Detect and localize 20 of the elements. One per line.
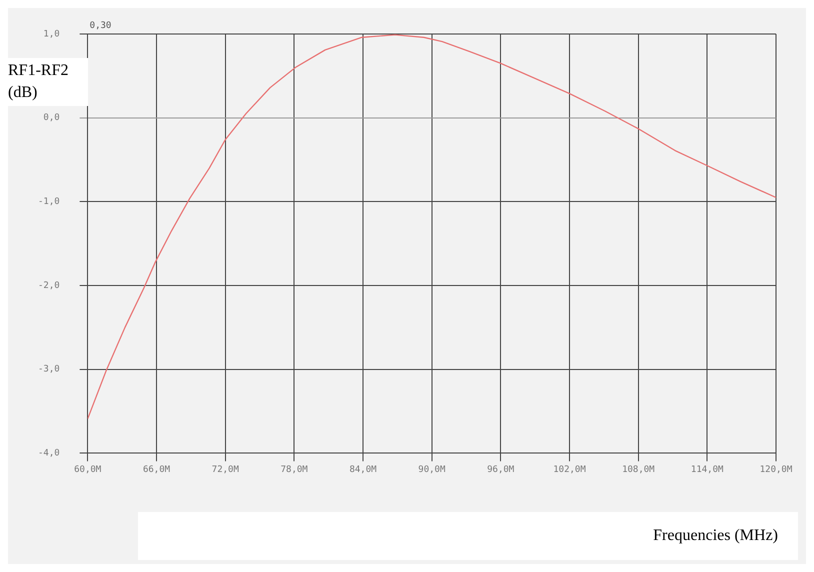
y-axis-title: RF1-RF2 (dB) <box>8 58 88 106</box>
x-tick-label: 84,0M <box>349 464 378 475</box>
x-tick-label: 96,0M <box>487 464 515 475</box>
y-tick-label: 1,0 <box>43 29 60 40</box>
y-tick-label: -4,0 <box>38 448 60 459</box>
x-tick-label: 72,0M <box>212 464 240 475</box>
x-tick-label: 102,0M <box>553 464 586 475</box>
x-tick-label: 78,0M <box>280 464 308 475</box>
y-tick-label: -3,0 <box>38 364 60 375</box>
y-tick-label: -1,0 <box>38 197 60 208</box>
x-tick-label: 120,0M <box>760 464 793 475</box>
x-axis-title: Frequencies (MHz) <box>138 512 798 560</box>
x-tick-label: 60,0M <box>74 464 102 475</box>
x-tick-label: 66,0M <box>142 464 171 475</box>
y-tick-label: 0,0 <box>43 113 60 124</box>
y-tick-label: -2,0 <box>38 280 60 291</box>
x-tick-label: 114,0M <box>690 464 724 475</box>
x-tick-label: 108,0M <box>622 464 656 475</box>
x-tick-label: 90,0M <box>418 464 446 475</box>
text: 0,30 <box>90 20 112 31</box>
